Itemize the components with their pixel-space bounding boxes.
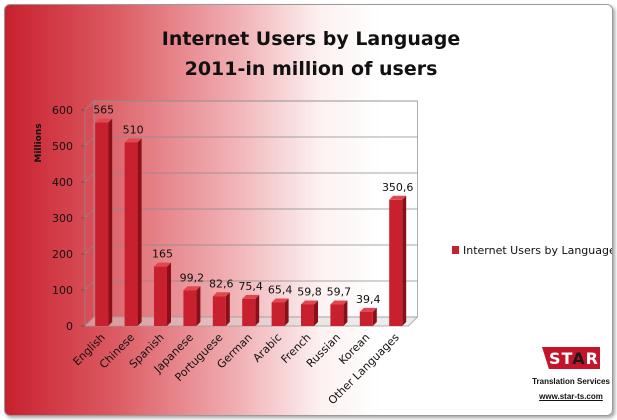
bar-side bbox=[225, 292, 230, 326]
data-label: 39,4 bbox=[356, 293, 381, 306]
bar-top bbox=[212, 292, 230, 297]
bar bbox=[242, 298, 256, 326]
bar bbox=[95, 122, 109, 326]
bar-top bbox=[389, 195, 407, 200]
bar-top bbox=[359, 307, 377, 312]
x-tick-label: Arabic bbox=[250, 331, 284, 365]
data-label: 565 bbox=[93, 104, 114, 117]
bar-top bbox=[301, 300, 318, 305]
bar-side bbox=[255, 294, 260, 326]
bar-side bbox=[108, 118, 113, 326]
y-tick-label: 300 bbox=[52, 212, 73, 225]
logo-word-pre: ST bbox=[549, 349, 573, 368]
bar-side bbox=[343, 300, 348, 326]
data-label: 59,8 bbox=[297, 285, 322, 298]
bar bbox=[301, 304, 314, 326]
y-tick-label: 600 bbox=[52, 104, 73, 117]
bar bbox=[389, 199, 403, 326]
bar-side bbox=[196, 286, 201, 326]
y-axis-depth bbox=[84, 100, 95, 111]
data-label: 75,4 bbox=[238, 280, 263, 293]
bar-top bbox=[95, 118, 113, 123]
gridline-depth bbox=[84, 136, 95, 147]
data-label: 99,2 bbox=[180, 271, 205, 284]
chart-subtitle: 2011-in million of users bbox=[185, 58, 438, 80]
bar bbox=[124, 142, 138, 326]
bar-top bbox=[330, 300, 348, 305]
y-axis-label: Millions bbox=[34, 123, 44, 162]
logo-word-accent: A bbox=[572, 349, 586, 368]
data-label: 65,4 bbox=[268, 283, 293, 296]
y-tick-label: 400 bbox=[52, 176, 73, 189]
bar-top bbox=[154, 262, 171, 267]
gridline-depth bbox=[84, 172, 95, 183]
legend-label: Internet Users by Language bbox=[463, 244, 612, 257]
data-label: 350,6 bbox=[382, 181, 414, 194]
logo-wordmark: STAR bbox=[548, 348, 600, 370]
bar-side bbox=[402, 195, 407, 326]
chart-area: Internet Users by Language 2011-in millio… bbox=[4, 4, 613, 416]
star-logo-mark: STAR bbox=[542, 347, 600, 373]
data-label: 82,6 bbox=[209, 277, 234, 290]
data-label: 59,7 bbox=[327, 286, 352, 299]
y-tick-label: 500 bbox=[52, 140, 73, 153]
bar-chart: Internet Users by Language 2011-in millio… bbox=[34, 28, 612, 407]
bar bbox=[212, 296, 226, 326]
logo-url[interactable]: www.star-ts.com bbox=[539, 392, 603, 401]
bar-top bbox=[183, 286, 201, 291]
star-logo: STAR Translation Services www.star-ts.co… bbox=[529, 347, 612, 407]
y-tick-label: 200 bbox=[52, 248, 73, 261]
bar-top bbox=[124, 138, 142, 143]
bar bbox=[154, 266, 167, 326]
bar-side bbox=[137, 138, 142, 326]
logo-red-shape bbox=[542, 347, 600, 369]
legend-swatch bbox=[452, 246, 459, 254]
bar-top bbox=[271, 298, 289, 303]
bar bbox=[183, 290, 197, 326]
logo-subtitle: Translation Services bbox=[532, 377, 610, 386]
bar bbox=[359, 311, 373, 326]
data-label: 510 bbox=[123, 123, 144, 136]
chart-title: Internet Users by Language bbox=[162, 28, 460, 50]
bar-top bbox=[242, 294, 260, 299]
bar-side bbox=[284, 298, 289, 326]
bar-side bbox=[314, 300, 318, 326]
data-label: 165 bbox=[152, 248, 173, 261]
bar bbox=[330, 304, 344, 326]
logo-word-post: R bbox=[585, 349, 599, 368]
gridline-depth bbox=[84, 208, 95, 219]
gridline-depth bbox=[84, 244, 95, 255]
gridline-depth bbox=[84, 280, 95, 291]
bar-side bbox=[372, 307, 377, 326]
y-tick-label: 0 bbox=[66, 320, 73, 333]
bar-side bbox=[167, 262, 171, 326]
y-tick-label: 100 bbox=[52, 284, 73, 297]
bar bbox=[271, 302, 285, 326]
